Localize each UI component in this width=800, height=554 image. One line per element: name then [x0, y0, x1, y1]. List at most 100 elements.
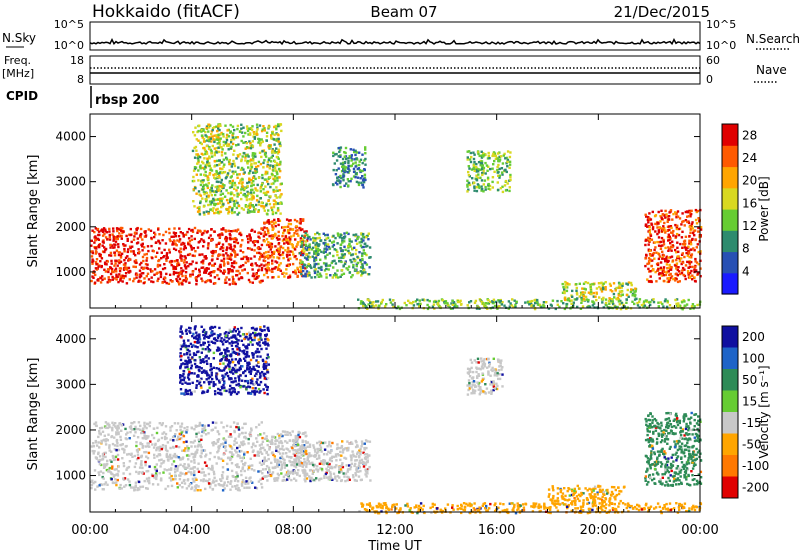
power-cell	[342, 173, 345, 176]
power-cell	[197, 159, 200, 162]
power-cell	[493, 159, 496, 163]
power-cell	[647, 243, 650, 246]
power-cell	[271, 234, 274, 237]
power-cell	[123, 247, 126, 251]
velocity-cell	[187, 484, 191, 488]
velocity-cell	[133, 488, 136, 491]
velocity-cell	[148, 445, 151, 448]
velocity-cell	[277, 463, 281, 466]
power-cell	[206, 184, 209, 188]
power-cell	[625, 301, 628, 304]
power-cell	[661, 250, 664, 253]
power-cell	[648, 218, 651, 222]
power-cell	[690, 209, 693, 212]
power-cell	[296, 241, 300, 244]
power-cell	[683, 224, 686, 227]
power-cell	[273, 199, 276, 202]
power-cell	[255, 170, 259, 174]
power-cell	[262, 206, 265, 210]
power-cell	[143, 246, 146, 249]
velocity-cell	[145, 435, 148, 438]
power-cell	[233, 194, 236, 197]
power-cell	[245, 125, 249, 128]
power-cell	[681, 220, 684, 224]
power-cell	[256, 189, 259, 192]
velocity-cell	[204, 433, 208, 436]
velocity-cell	[236, 454, 239, 458]
power-cell	[208, 173, 211, 176]
power-cell	[309, 238, 312, 241]
power-cell	[506, 182, 509, 185]
power-cell	[341, 165, 344, 168]
power-cell	[98, 245, 101, 249]
velocity-cell	[287, 477, 291, 480]
power-cell	[282, 271, 285, 275]
power-cell	[359, 177, 362, 180]
freq-right-tick-top: 60	[706, 54, 720, 67]
power-cell	[319, 267, 322, 270]
velocity-cell	[234, 487, 238, 490]
power-cell	[592, 295, 595, 298]
power-cell	[350, 177, 353, 180]
power-cell	[475, 178, 478, 181]
power-cell	[158, 242, 162, 245]
velocity-cell	[244, 461, 247, 465]
power-cell	[568, 283, 571, 286]
power-cell	[265, 135, 269, 138]
power-cell	[339, 275, 342, 278]
power-cell	[354, 173, 358, 176]
power-cell	[501, 173, 504, 176]
power-cell	[468, 301, 471, 304]
power-cell	[228, 158, 231, 162]
power-cell	[232, 172, 235, 175]
velocity-cell	[175, 429, 178, 432]
power-cell	[223, 170, 227, 174]
power-cell	[252, 131, 255, 134]
power-cell	[216, 257, 219, 260]
velocity-cell	[131, 428, 134, 431]
power-cell	[683, 255, 686, 259]
power-cell	[514, 306, 517, 309]
power-cell	[315, 254, 318, 257]
velocity-cell	[268, 470, 271, 474]
power-cell	[150, 276, 153, 279]
power-cell	[263, 205, 266, 208]
power-cell	[648, 239, 652, 242]
velocity-cell	[108, 470, 111, 473]
power-cell	[277, 218, 280, 221]
power-cell	[317, 262, 320, 266]
power-cell	[466, 183, 469, 187]
power-cell	[268, 167, 271, 170]
power-cell	[623, 305, 626, 308]
power-cell	[697, 230, 700, 233]
power-cell	[103, 277, 106, 280]
power-cell	[201, 262, 205, 265]
power-cell	[467, 150, 471, 153]
power-colorbar-swatch	[722, 145, 738, 168]
power-cell	[107, 270, 110, 274]
power-cell	[183, 245, 187, 248]
power-cell	[192, 131, 195, 134]
power-cell	[260, 243, 264, 247]
power-cell	[94, 267, 98, 270]
power-cell	[339, 185, 342, 189]
power-cell	[363, 168, 366, 171]
power-cell	[351, 247, 354, 250]
power-cell	[484, 302, 488, 305]
power-cell	[194, 126, 197, 129]
power-cell	[289, 257, 292, 260]
power-cell	[361, 235, 365, 238]
power-cell	[251, 188, 254, 191]
power-cell	[584, 281, 587, 284]
velocity-cell	[115, 433, 118, 436]
power-cell	[301, 266, 305, 269]
power-cell	[466, 190, 469, 193]
power-cell	[660, 236, 664, 240]
power-cell	[668, 235, 671, 238]
power-cell	[231, 125, 235, 128]
power-cell	[248, 247, 252, 250]
power-cell	[617, 300, 621, 303]
velocity-cell	[121, 457, 124, 460]
power-cell	[232, 199, 235, 203]
power-cell	[343, 253, 346, 256]
